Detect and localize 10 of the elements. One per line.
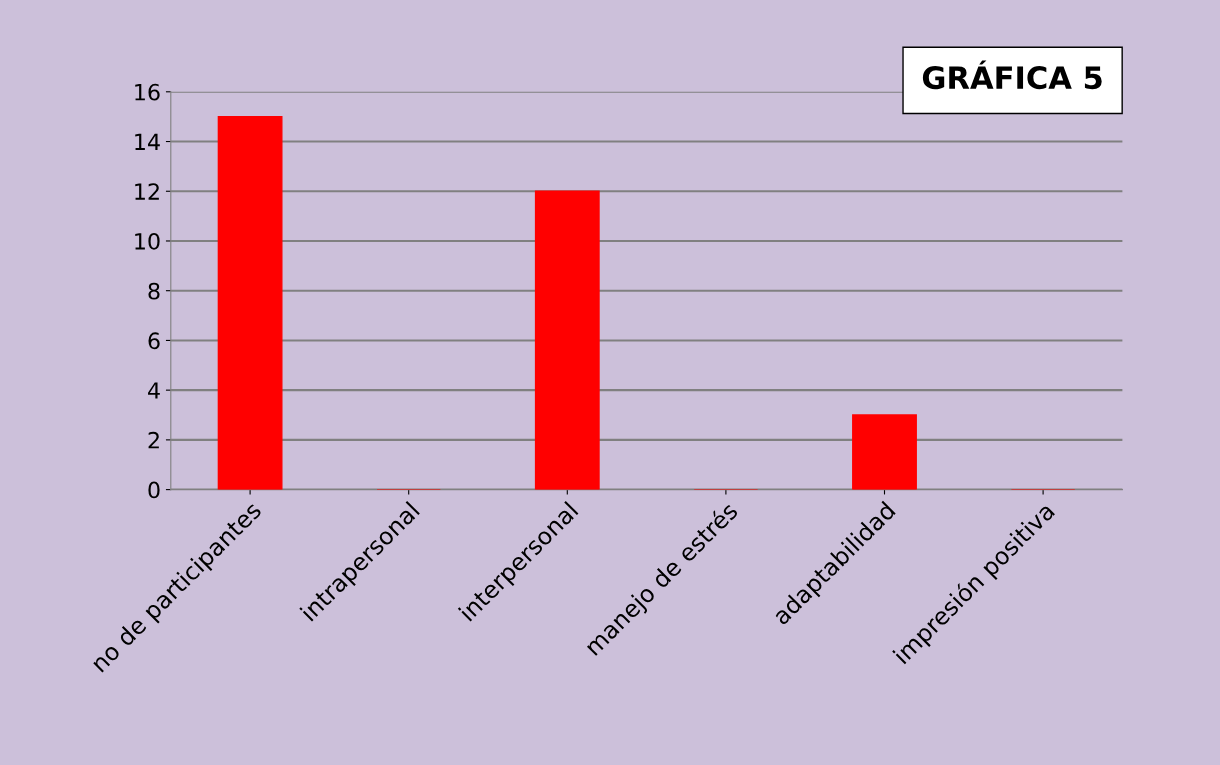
y-tick-label: 4 [148,382,160,399]
y-tick-label: 8 [148,282,160,300]
y-tick-label: 0 [148,481,160,499]
y-tick-label: 16 [135,83,160,101]
y-tick-label: 2 [148,431,159,449]
y-tick-label: 6 [148,332,160,350]
y-tick-label: 12 [135,183,159,200]
y-tick-label: 14 [135,133,160,150]
y-tick-label: 10 [135,232,160,250]
chart-title: GRÁFICA 5 [922,60,1102,90]
